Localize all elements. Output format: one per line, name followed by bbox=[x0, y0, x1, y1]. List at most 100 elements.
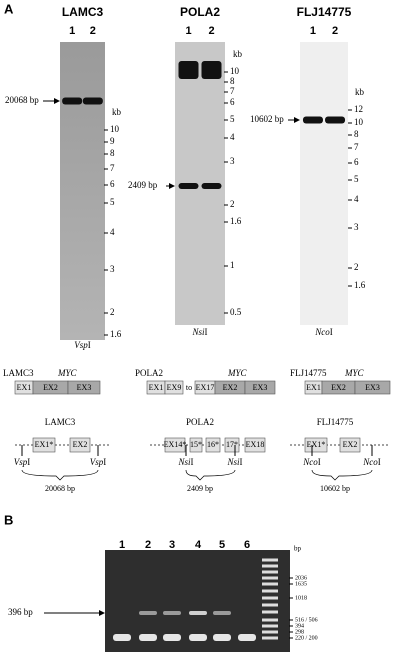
exon-label: EX2 bbox=[343, 440, 358, 449]
enzyme-roman: I bbox=[205, 327, 208, 337]
lane-number: 1 bbox=[310, 25, 316, 37]
ladder-band bbox=[262, 564, 278, 568]
marker-label: 9 bbox=[110, 136, 115, 146]
enzyme-label: NcoI bbox=[302, 457, 321, 467]
marker-label: 2 bbox=[110, 307, 115, 317]
exon-label: EX1 bbox=[17, 383, 32, 392]
blot bbox=[60, 42, 105, 340]
marker-label: 220 / 200 bbox=[295, 635, 318, 641]
fusion-name: MYC bbox=[227, 368, 248, 378]
enzyme-roman: I bbox=[88, 340, 91, 350]
ladder-band bbox=[262, 624, 278, 628]
marker-label: 5 bbox=[354, 174, 359, 184]
marker-label: 1635 bbox=[295, 581, 307, 587]
exon-box bbox=[32, 437, 56, 453]
blot bbox=[300, 42, 348, 325]
marker-label: 7 bbox=[230, 86, 235, 96]
enzyme-italic: Nco bbox=[362, 457, 378, 467]
kb-label: kb bbox=[355, 87, 365, 97]
band bbox=[325, 116, 346, 124]
exon-box bbox=[205, 437, 221, 453]
enzyme-label: NsiI bbox=[191, 327, 207, 337]
enzyme-italic: Vsp bbox=[74, 340, 88, 350]
blot-title: POLA2 bbox=[180, 5, 220, 19]
marker-label: 8 bbox=[230, 76, 235, 86]
exon-label: 15* bbox=[190, 440, 202, 449]
enzyme-label: NsiI bbox=[226, 457, 242, 467]
marker-label: 4 bbox=[110, 227, 115, 237]
ladder-band bbox=[262, 589, 278, 593]
exon-label: EX3 bbox=[365, 383, 380, 392]
band-label: 396 bp bbox=[8, 607, 33, 617]
blot-title: LAMC3 bbox=[62, 5, 104, 19]
exon-label: EX18 bbox=[246, 440, 265, 449]
enzyme-label: VspI bbox=[90, 457, 107, 467]
enzyme-label: VspI bbox=[74, 340, 91, 350]
enzyme-roman: I bbox=[191, 457, 194, 467]
exon-box bbox=[304, 437, 328, 453]
enzyme-roman: I bbox=[240, 457, 243, 467]
marker-label: 10 bbox=[110, 124, 120, 134]
band-label: 20068 bp bbox=[5, 95, 39, 105]
panel-label: A bbox=[4, 1, 14, 16]
ladder-band bbox=[262, 636, 278, 640]
primer-band bbox=[213, 634, 231, 641]
lane-number: 1 bbox=[69, 25, 75, 37]
marker-label: 1.6 bbox=[110, 329, 122, 339]
exon-label: 17* bbox=[226, 440, 238, 449]
marker-label: 7 bbox=[110, 163, 115, 173]
ladder-band bbox=[262, 558, 278, 562]
marker-label: 0.5 bbox=[230, 307, 242, 317]
marker-label: 1.6 bbox=[230, 216, 242, 226]
marker-label: 298 bbox=[295, 629, 304, 635]
exon-label: EX2 bbox=[73, 440, 88, 449]
ladder-band bbox=[262, 576, 278, 580]
enzyme-italic: Vsp bbox=[90, 457, 104, 467]
marker-label: 4 bbox=[230, 132, 235, 142]
primer-band bbox=[238, 634, 256, 641]
exon-label: EX2 bbox=[331, 383, 346, 392]
marker-label: 10 bbox=[354, 117, 364, 127]
panel-label: B bbox=[4, 512, 13, 527]
ladder-band bbox=[262, 582, 278, 586]
band-label: 10602 bp bbox=[250, 114, 284, 124]
marker-label: 394 bbox=[295, 623, 304, 629]
band bbox=[82, 97, 103, 105]
enzyme-italic: Nsi bbox=[226, 457, 240, 467]
brace bbox=[311, 469, 373, 481]
marker-label: 516 / 506 bbox=[295, 617, 318, 623]
marker-label: 3 bbox=[230, 156, 235, 166]
exon-label: EX3 bbox=[253, 383, 268, 392]
exon-box bbox=[354, 380, 391, 395]
lane-number: 3 bbox=[169, 539, 175, 551]
exon-label: EX1* bbox=[307, 440, 326, 449]
exon-box bbox=[339, 437, 361, 453]
marker-label: 1 bbox=[230, 260, 235, 270]
exon-label: EX14* bbox=[164, 440, 187, 449]
lane-number: 2 bbox=[145, 539, 151, 551]
lane-number: 2 bbox=[90, 25, 96, 37]
lane-number: 1 bbox=[185, 25, 191, 37]
pcr-band bbox=[189, 611, 207, 615]
band bbox=[62, 97, 83, 105]
exon-box bbox=[164, 380, 184, 395]
primer-band bbox=[189, 634, 207, 641]
ladder-band bbox=[262, 603, 278, 607]
marker-label: 2 bbox=[230, 199, 235, 209]
brace bbox=[21, 469, 99, 481]
fragment-size: 10602 bp bbox=[320, 484, 350, 493]
exon-label: EX3 bbox=[77, 383, 92, 392]
enzyme-label: NcoI bbox=[314, 327, 333, 337]
exon-label: 16* bbox=[207, 440, 219, 449]
band-label: 2409 bp bbox=[128, 180, 158, 190]
primer-band bbox=[163, 634, 181, 641]
marker-label: 12 bbox=[354, 104, 363, 114]
marker-label: 5 bbox=[230, 114, 235, 124]
marker-label: 3 bbox=[110, 264, 115, 274]
enzyme-italic: Nco bbox=[314, 327, 330, 337]
enzyme-roman: I bbox=[318, 457, 321, 467]
band bbox=[201, 61, 222, 79]
ladder-band bbox=[262, 610, 278, 614]
ladder-band bbox=[262, 596, 278, 600]
